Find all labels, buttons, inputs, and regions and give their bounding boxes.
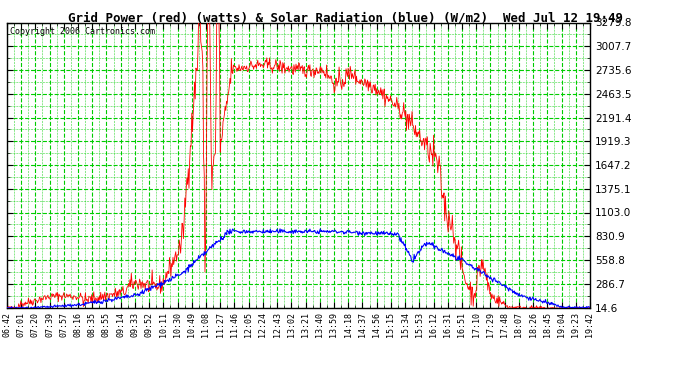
Text: Grid Power (red) (watts) & Solar Radiation (blue) (W/m2)  Wed Jul 12 19:49: Grid Power (red) (watts) & Solar Radiati… bbox=[68, 11, 622, 24]
Text: Copyright 2006 Cartronics.com: Copyright 2006 Cartronics.com bbox=[10, 27, 155, 36]
